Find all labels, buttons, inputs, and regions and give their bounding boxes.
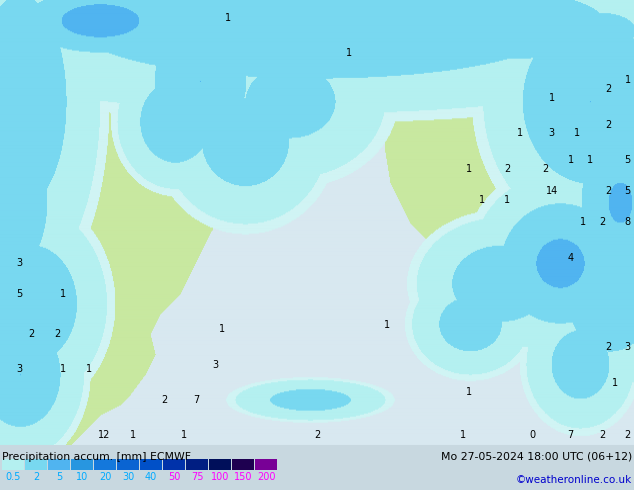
Text: Precipitation accum. [mm] ECMWF: Precipitation accum. [mm] ECMWF <box>2 452 191 462</box>
Text: 2: 2 <box>162 395 168 405</box>
Bar <box>48 459 70 470</box>
Text: 1: 1 <box>181 430 187 440</box>
Text: 2: 2 <box>29 329 35 339</box>
Text: 1: 1 <box>612 378 618 388</box>
Text: 3: 3 <box>624 342 631 352</box>
Text: 2: 2 <box>33 472 39 482</box>
Text: 40: 40 <box>145 472 157 482</box>
Text: 75: 75 <box>191 472 204 482</box>
Bar <box>94 459 116 470</box>
Bar <box>25 459 47 470</box>
Text: 5: 5 <box>624 186 631 196</box>
Text: 1: 1 <box>346 49 352 58</box>
Bar <box>2 459 24 470</box>
Text: 1: 1 <box>466 164 472 174</box>
Text: 2: 2 <box>605 84 612 94</box>
Text: 1: 1 <box>548 93 555 103</box>
Text: 1: 1 <box>225 13 231 23</box>
Text: 1: 1 <box>384 320 390 330</box>
Text: 5: 5 <box>16 289 22 298</box>
Text: 1: 1 <box>504 195 510 205</box>
Text: 1: 1 <box>60 289 67 298</box>
Text: 4: 4 <box>567 253 574 263</box>
Bar <box>232 459 254 470</box>
Text: 200: 200 <box>257 472 275 482</box>
Text: ©weatheronline.co.uk: ©weatheronline.co.uk <box>515 475 632 485</box>
Text: 3: 3 <box>16 364 22 374</box>
Text: 2: 2 <box>599 218 605 227</box>
Text: 1: 1 <box>130 430 136 440</box>
Text: 1: 1 <box>86 364 92 374</box>
Bar <box>117 459 139 470</box>
Text: 1: 1 <box>586 155 593 165</box>
Text: 20: 20 <box>99 472 111 482</box>
Text: 1: 1 <box>466 387 472 396</box>
Text: 1: 1 <box>517 128 523 139</box>
Text: 100: 100 <box>211 472 229 482</box>
Text: 2: 2 <box>599 430 605 440</box>
Text: 2: 2 <box>54 329 60 339</box>
Text: 3: 3 <box>16 258 22 268</box>
Text: 2: 2 <box>542 164 548 174</box>
Text: 3: 3 <box>212 360 219 370</box>
Text: 14: 14 <box>545 186 558 196</box>
Text: 2: 2 <box>605 342 612 352</box>
Text: 0: 0 <box>529 430 536 440</box>
Text: 5: 5 <box>56 472 62 482</box>
Bar <box>209 459 231 470</box>
Text: 7: 7 <box>567 430 574 440</box>
Text: 1: 1 <box>460 430 466 440</box>
Text: 2: 2 <box>624 430 631 440</box>
Bar <box>71 459 93 470</box>
Text: 50: 50 <box>168 472 180 482</box>
Text: 2: 2 <box>314 430 320 440</box>
Text: Mo 27-05-2024 18:00 UTC (06+12): Mo 27-05-2024 18:00 UTC (06+12) <box>441 452 632 462</box>
Text: 1: 1 <box>580 218 586 227</box>
Text: 3: 3 <box>548 128 555 139</box>
Text: 2: 2 <box>504 164 510 174</box>
Bar <box>255 459 277 470</box>
Text: 1: 1 <box>60 364 67 374</box>
Text: 12: 12 <box>98 430 111 440</box>
Text: 1: 1 <box>479 195 485 205</box>
Text: 1: 1 <box>567 155 574 165</box>
Text: 8: 8 <box>624 218 631 227</box>
Text: 2: 2 <box>605 186 612 196</box>
Text: 0.5: 0.5 <box>5 472 21 482</box>
Bar <box>163 459 185 470</box>
Bar <box>186 459 208 470</box>
Text: 150: 150 <box>234 472 252 482</box>
Text: 7: 7 <box>193 395 200 405</box>
Text: 30: 30 <box>122 472 134 482</box>
Text: 1: 1 <box>574 128 580 139</box>
Bar <box>140 459 162 470</box>
Text: 5: 5 <box>624 155 631 165</box>
Text: 1: 1 <box>219 324 225 334</box>
Text: 10: 10 <box>76 472 88 482</box>
Text: 2: 2 <box>605 120 612 129</box>
Text: 1: 1 <box>624 75 631 85</box>
